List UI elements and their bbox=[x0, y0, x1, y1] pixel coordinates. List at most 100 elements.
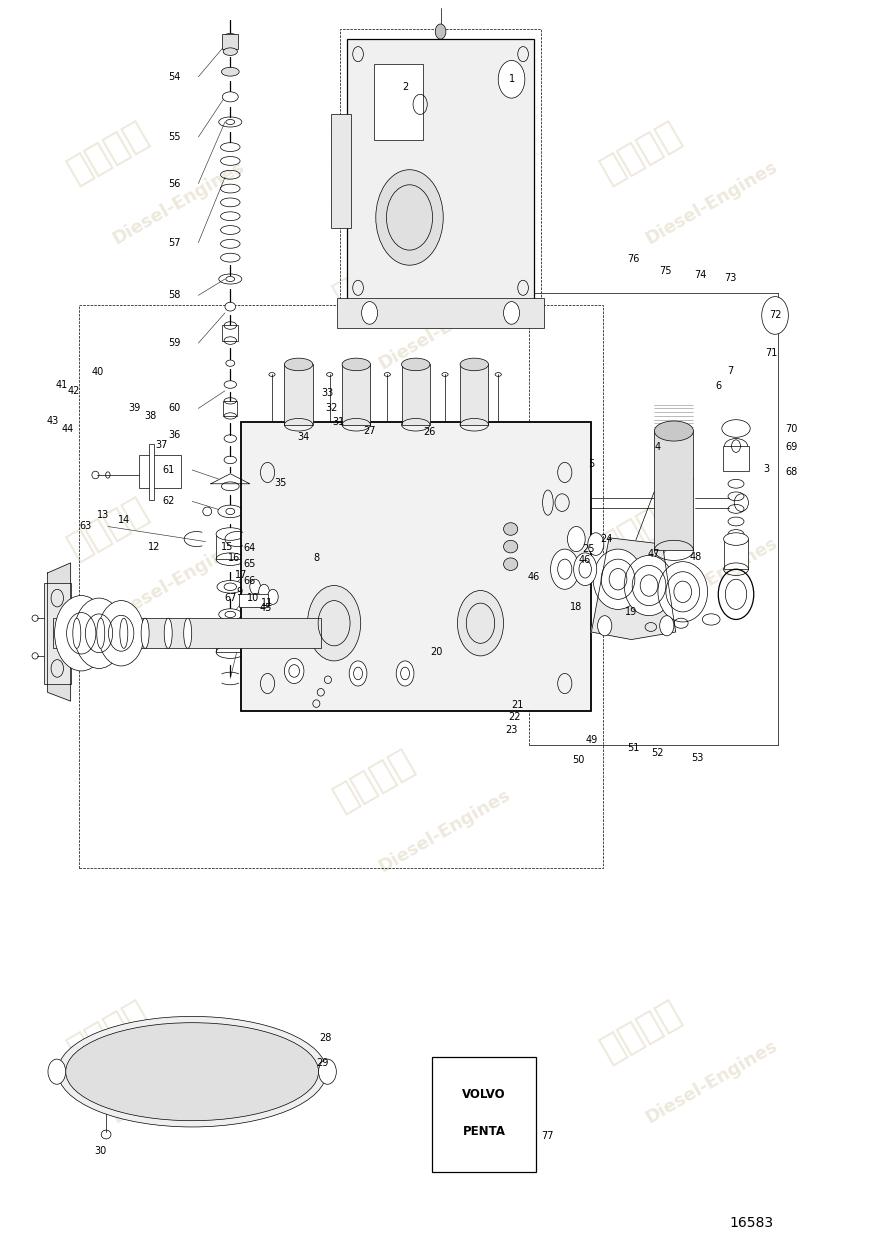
Text: 15: 15 bbox=[222, 541, 234, 551]
Text: 65: 65 bbox=[244, 559, 256, 569]
Text: 4: 4 bbox=[655, 442, 661, 452]
Text: 76: 76 bbox=[627, 254, 639, 264]
Circle shape bbox=[498, 60, 525, 98]
Ellipse shape bbox=[142, 618, 150, 648]
Text: 51: 51 bbox=[627, 743, 639, 753]
Bar bbox=[340, 29, 541, 313]
Circle shape bbox=[361, 302, 377, 325]
Text: 26: 26 bbox=[423, 427, 435, 437]
Ellipse shape bbox=[218, 505, 243, 517]
Text: 11: 11 bbox=[262, 598, 274, 608]
Text: 37: 37 bbox=[155, 439, 167, 449]
Text: 1: 1 bbox=[508, 74, 514, 84]
Ellipse shape bbox=[224, 34, 237, 40]
Text: 48: 48 bbox=[689, 551, 701, 562]
Ellipse shape bbox=[401, 358, 430, 370]
Circle shape bbox=[659, 616, 674, 636]
Text: 43: 43 bbox=[46, 415, 59, 426]
Text: 63: 63 bbox=[79, 521, 92, 531]
Circle shape bbox=[396, 661, 414, 686]
Bar bbox=[222, 326, 239, 341]
Text: Diesel-Engines: Diesel-Engines bbox=[109, 157, 248, 248]
Text: 56: 56 bbox=[168, 179, 181, 189]
Bar bbox=[53, 618, 320, 648]
Text: 31: 31 bbox=[332, 417, 344, 427]
Bar bbox=[331, 115, 351, 228]
Text: 29: 29 bbox=[316, 1058, 328, 1068]
Circle shape bbox=[268, 589, 279, 604]
Bar bbox=[285, 364, 312, 424]
Ellipse shape bbox=[654, 421, 693, 441]
Text: 9: 9 bbox=[236, 587, 242, 597]
Ellipse shape bbox=[219, 609, 242, 621]
Bar bbox=[241, 422, 591, 711]
Bar bbox=[723, 446, 749, 471]
Text: 柴发动力: 柴发动力 bbox=[328, 744, 420, 817]
Ellipse shape bbox=[724, 533, 748, 545]
Text: 2: 2 bbox=[402, 82, 409, 92]
Circle shape bbox=[435, 24, 446, 39]
Ellipse shape bbox=[658, 562, 708, 622]
Circle shape bbox=[259, 584, 270, 599]
Text: 柴发动力: 柴发动力 bbox=[62, 492, 154, 565]
Ellipse shape bbox=[217, 580, 244, 593]
Text: 柴发动力: 柴发动力 bbox=[595, 492, 686, 565]
Polygon shape bbox=[591, 538, 676, 640]
Ellipse shape bbox=[223, 48, 238, 55]
Ellipse shape bbox=[58, 1016, 327, 1127]
Ellipse shape bbox=[224, 380, 237, 388]
Text: Diesel-Engines: Diesel-Engines bbox=[642, 1036, 781, 1127]
Text: 17: 17 bbox=[235, 570, 247, 580]
Bar bbox=[216, 534, 245, 559]
Text: 8: 8 bbox=[313, 553, 320, 563]
Text: 69: 69 bbox=[785, 442, 797, 452]
Bar bbox=[139, 454, 182, 487]
Text: 34: 34 bbox=[297, 432, 309, 442]
Circle shape bbox=[551, 549, 579, 589]
Text: 71: 71 bbox=[765, 349, 778, 358]
Bar bbox=[79, 306, 603, 869]
Polygon shape bbox=[211, 473, 250, 483]
Text: PENTA: PENTA bbox=[463, 1126, 506, 1138]
Text: 41: 41 bbox=[55, 379, 68, 389]
Bar bbox=[724, 539, 748, 569]
Circle shape bbox=[457, 590, 504, 656]
Circle shape bbox=[250, 579, 261, 594]
Text: Diesel-Engines: Diesel-Engines bbox=[642, 157, 781, 248]
Text: Diesel-Engines: Diesel-Engines bbox=[642, 534, 781, 624]
Text: 12: 12 bbox=[148, 541, 160, 551]
Text: 62: 62 bbox=[162, 496, 174, 506]
Text: 57: 57 bbox=[168, 238, 181, 248]
Bar bbox=[216, 633, 245, 652]
Ellipse shape bbox=[504, 522, 518, 535]
Text: 47: 47 bbox=[647, 549, 659, 559]
Circle shape bbox=[74, 598, 124, 669]
Text: 77: 77 bbox=[541, 1131, 554, 1141]
Text: 30: 30 bbox=[94, 1146, 107, 1156]
Text: 20: 20 bbox=[430, 647, 442, 657]
Bar bbox=[374, 64, 423, 140]
Text: 39: 39 bbox=[128, 403, 141, 413]
Text: 59: 59 bbox=[168, 339, 181, 347]
Text: Diesel-Engines: Diesel-Engines bbox=[376, 786, 514, 875]
Ellipse shape bbox=[225, 302, 236, 311]
Bar bbox=[44, 583, 70, 684]
Text: 28: 28 bbox=[319, 1032, 331, 1042]
Text: 柴发动力: 柴发动力 bbox=[62, 995, 154, 1068]
Circle shape bbox=[587, 533, 603, 555]
Bar bbox=[342, 364, 370, 424]
Bar bbox=[223, 400, 238, 415]
Ellipse shape bbox=[222, 67, 239, 76]
Text: 46: 46 bbox=[528, 572, 540, 582]
Circle shape bbox=[48, 1059, 66, 1084]
Bar bbox=[149, 443, 154, 500]
Text: 55: 55 bbox=[168, 132, 181, 142]
Circle shape bbox=[54, 596, 108, 671]
Circle shape bbox=[307, 585, 360, 661]
Ellipse shape bbox=[722, 419, 750, 437]
Text: 42: 42 bbox=[68, 385, 80, 395]
Bar bbox=[460, 364, 489, 424]
Circle shape bbox=[568, 526, 586, 551]
Text: 33: 33 bbox=[322, 388, 334, 398]
Text: 27: 27 bbox=[363, 426, 376, 436]
